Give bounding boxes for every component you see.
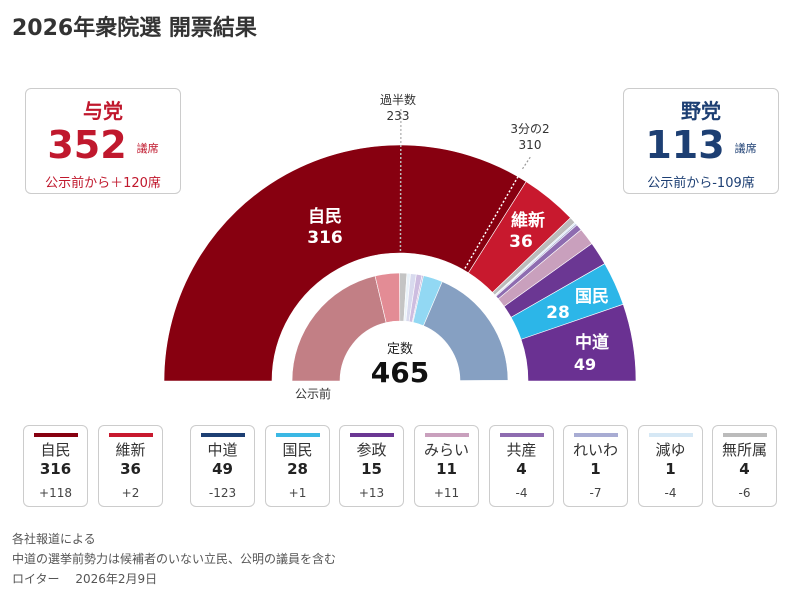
legend-party-diff: +118 [39,486,72,500]
slice-label-seats-2: 49 [574,355,596,374]
legend-party-name: 国民 [282,441,313,459]
legend-party-name: みらい [423,441,469,459]
legend-party-name: 共産 [506,441,537,459]
legend-party-seats: 1 [590,460,601,478]
page-title: 2026年衆院選 開票結果 [12,16,257,41]
legend-party-seats: 1 [665,460,676,478]
legend-party-diff: +13 [358,486,385,500]
legend-card-6: 共産 4 -4 [489,425,554,507]
legend-color-bar [275,433,320,437]
legend-party-name: 中道 [207,441,238,459]
ruling-diff: 公示前から＋120席 [45,176,161,191]
legend-color-bar [648,433,693,437]
opposition-unit: 議席 [734,142,757,155]
legend-party-name: れいわ [572,441,618,459]
seat-slice-2 [520,303,637,382]
legend-color-bar [349,433,394,437]
legend-party-seats: 28 [287,460,308,478]
legend-party-diff: -6 [738,486,751,500]
footer-credit: ロイター 2026年2月9日 [12,572,158,586]
legend-card-8: 減ゆ 1 -4 [638,425,703,507]
legend-party-seats: 11 [436,460,457,478]
legend-card-3: 国民 28 +1 [265,425,330,507]
legend-party-seats: 4 [516,460,527,478]
slice-label-name-1: 維新 [511,210,545,231]
total-label: 定数 [387,342,413,357]
footer-note: 中道の選挙前勢力は候補者のいない立民、公明の議員を含む [12,552,337,566]
legend-party-name: 維新 [115,441,146,459]
legend-party-diff: -123 [208,486,237,500]
ruling-seats: 352 [47,123,127,167]
legend-color-bar [722,433,767,437]
legend-card-4: 参政 15 +13 [339,425,404,507]
slice-label-name-0: 自民 [308,206,342,227]
legend-party-seats: 15 [361,460,382,478]
threshold-value-0: 233 [387,109,410,123]
legend-card-5: みらい 11 +11 [414,425,479,507]
legend-party-name: 減ゆ [655,441,686,459]
legend-party-name: 無所属 [721,441,767,459]
legend-color-bar [108,433,153,437]
legend-party-seats: 36 [120,460,141,478]
ruling-unit: 議席 [136,142,159,155]
legend-party-diff: +2 [121,486,140,500]
legend-party-name: 参政 [356,441,387,459]
legend-card-2: 中道 49 -123 [190,425,255,507]
slice-label-seats-1: 36 [509,232,533,252]
footer-source: 各社報道による [12,532,96,546]
legend-card-1: 維新 36 +2 [98,425,163,507]
threshold-label-0: 過半数 [380,92,416,107]
seat-slice-0 [163,144,527,382]
ruling-coalition-box: 与党 352 議席 公示前から＋120席 [25,88,181,194]
legend-party-diff: -4 [515,486,528,500]
slice-label-name-2: 中道 [575,332,609,353]
threshold-line-1 [464,168,524,269]
opposition-box: 野党 113 議席 公示前から-109席 [623,88,779,194]
inner-ring-label: 公示前 [295,386,331,401]
opposition-seats: 113 [645,123,725,167]
legend-party-diff: +11 [433,486,460,500]
threshold-label-1: 3分の2 [510,122,549,136]
legend-card-9: 無所属 4 -6 [712,425,777,507]
opposition-label: 野党 [681,99,721,123]
slice-label-name-3: 国民 [575,287,609,307]
legend-color-bar [200,433,245,437]
legend-card-0: 自民 316 +118 [23,425,88,507]
legend-card-7: れいわ 1 -7 [563,425,628,507]
legend-color-bar [499,433,544,437]
legend-party-diff: -4 [664,486,677,500]
legend-party-seats: 49 [212,460,233,478]
total-value: 465 [371,356,429,389]
legend-party-seats: 4 [739,460,750,478]
legend-color-bar [33,433,78,437]
slice-label-seats-0: 316 [307,228,343,248]
threshold-value-1: 310 [519,138,542,152]
before-slice-2 [423,281,509,381]
threshold-leader-1 [522,156,531,170]
ruling-label: 与党 [83,99,123,123]
legend-party-diff: +1 [288,486,307,500]
legend-party-name: 自民 [40,441,71,459]
legend-color-bar [573,433,618,437]
opposition-diff: 公示前から-109席 [647,176,755,191]
legend-party-seats: 316 [39,460,72,478]
legend-color-bar [424,433,469,437]
legend-party-diff: -7 [589,486,602,500]
slice-label-seats-3: 28 [546,303,570,323]
